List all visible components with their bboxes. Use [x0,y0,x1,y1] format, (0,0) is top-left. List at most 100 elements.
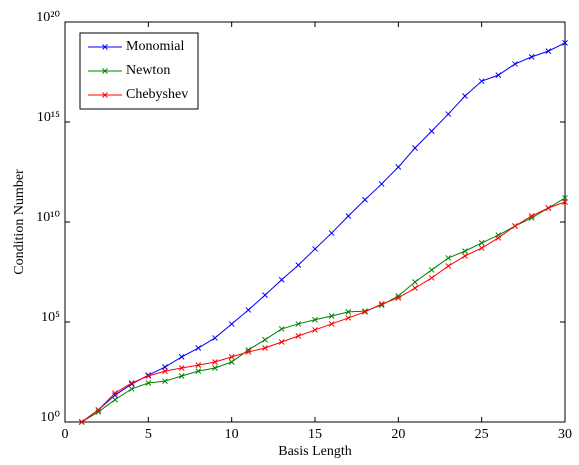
marker [478,240,485,246]
series-line [81,197,566,423]
marker [278,276,285,283]
marker [262,292,268,299]
marker [262,336,268,343]
marker [262,345,268,351]
marker [378,301,385,307]
marker [195,362,202,368]
x-tick-label: 10 [225,427,239,442]
marker [295,262,302,268]
legend-marker [102,44,108,50]
marker [462,253,468,259]
marker [245,349,252,355]
marker [112,396,118,403]
marker [178,354,185,360]
marker [112,390,118,396]
marker [478,245,485,251]
marker [195,345,202,351]
x-tick-label: 5 [145,427,152,442]
marker [478,78,485,85]
marker [512,223,518,229]
marker [162,364,168,370]
x-tick-label: 15 [308,427,322,442]
y-tick-label: 10¹⁰ [36,210,60,225]
marker [428,267,435,273]
marker [345,315,352,321]
marker [145,373,152,379]
marker [412,145,418,151]
marker [212,359,218,365]
marker [278,339,285,345]
marker [312,327,318,333]
marker [412,285,418,291]
x-tick-label: 0 [62,427,69,442]
marker [212,365,218,371]
marker [495,72,502,79]
marker [345,309,352,315]
marker [445,263,452,269]
legend-label: Chebyshev [126,87,188,102]
marker [528,213,535,219]
marker [378,181,385,187]
series-line [81,42,566,423]
marker [195,368,202,374]
marker [445,255,452,261]
marker [178,365,185,371]
legend-marker [102,68,108,74]
marker [562,195,568,201]
marker [428,128,435,134]
marker [178,373,185,379]
marker [362,196,368,203]
legend-label: Monomial [126,39,184,54]
marker [228,354,235,360]
marker [295,321,302,327]
y-tick-label: 10²⁰ [36,10,60,25]
marker [445,111,452,117]
x-axis-label: Basis Length [278,444,352,459]
marker [395,293,402,299]
marker [312,316,318,323]
marker [162,368,168,374]
y-tick-label: 10¹⁵ [37,110,60,125]
legend-marker [102,92,108,98]
marker [245,307,252,313]
marker [312,246,318,252]
marker [228,359,235,365]
marker [395,164,402,170]
x-tick-label: 25 [475,427,489,442]
marker [395,295,402,301]
marker [128,386,135,392]
marker [512,61,518,67]
marker [112,392,118,399]
legend-box [79,32,199,110]
marker [145,380,152,386]
y-tick-label: 10⁰ [40,410,60,425]
marker [295,333,302,339]
marker [95,407,102,413]
legend-label: Newton [126,63,170,78]
marker [545,205,552,211]
marker [428,275,435,281]
marker [412,279,418,285]
series-line [81,201,566,423]
marker [228,321,235,327]
marker [562,40,568,46]
marker [462,248,468,254]
marker [462,93,468,99]
marker [362,309,368,315]
marker [495,235,502,241]
marker [95,409,102,415]
marker [528,215,535,221]
marker [212,335,218,341]
marker [528,54,535,60]
marker [162,378,168,385]
marker [328,230,335,236]
marker [278,326,285,332]
marker [345,213,352,219]
y-tick-label: 10⁵ [41,310,60,325]
y-axis-label: Condition Number [12,169,27,275]
marker [128,380,135,386]
x-tick-label: 20 [391,427,405,442]
marker [78,419,85,425]
marker [328,313,335,319]
